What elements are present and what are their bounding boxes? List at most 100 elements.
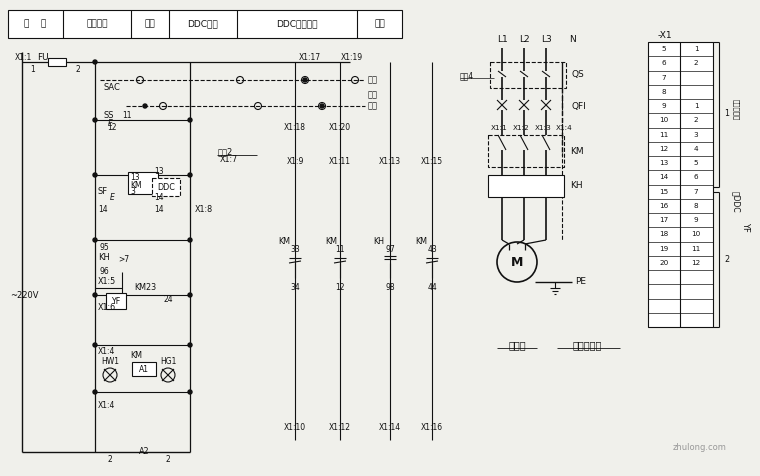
Text: 7: 7 [694,188,698,195]
Text: 至风机电源: 至风机电源 [733,99,739,120]
Text: 停止: 停止 [368,90,378,99]
Text: 手动控制: 手动控制 [86,20,108,29]
Text: X1:5: X1:5 [98,278,116,287]
Text: KH: KH [570,181,583,190]
Text: 12: 12 [692,260,701,266]
Text: 14: 14 [98,206,108,215]
Text: KM23: KM23 [134,284,156,292]
Text: 11: 11 [660,132,669,138]
Text: X1:15: X1:15 [421,158,443,167]
Text: 10: 10 [692,231,701,238]
Text: 13: 13 [154,168,163,177]
Text: 2: 2 [166,456,170,465]
Text: SAC: SAC [104,83,121,92]
Text: 34: 34 [290,284,300,292]
Text: 3: 3 [130,188,135,197]
Text: 5: 5 [662,46,667,52]
Text: 1: 1 [694,103,698,109]
Text: QS: QS [572,70,584,79]
Text: 外部接线图: 外部接线图 [572,340,602,350]
Text: 13: 13 [660,160,669,166]
Text: PE: PE [575,278,586,287]
Circle shape [93,173,97,177]
Text: X1:1: X1:1 [491,125,508,131]
Text: SF: SF [98,188,108,197]
Circle shape [188,173,192,177]
Text: X1:7: X1:7 [220,156,238,165]
Text: DDC控制: DDC控制 [188,20,218,29]
Text: 44: 44 [427,284,437,292]
Circle shape [93,118,97,122]
Text: KH: KH [98,254,110,262]
Text: X1:20: X1:20 [329,123,351,132]
Text: 11: 11 [335,246,345,255]
Circle shape [188,238,192,242]
Circle shape [143,104,147,108]
Text: 14: 14 [154,194,163,202]
Circle shape [188,118,192,122]
Text: 4: 4 [694,146,698,152]
Text: 19: 19 [660,246,669,252]
Text: 12: 12 [660,146,669,152]
Bar [106,293,126,309]
Text: 电    源: 电 源 [24,20,46,29]
Bar [8,10,402,38]
Text: 信号: 信号 [144,20,155,29]
Text: X1:4: X1:4 [98,400,116,409]
Bar [490,62,566,88]
Text: L3: L3 [540,36,551,44]
Text: DDC返回信号: DDC返回信号 [276,20,318,29]
Text: 11: 11 [692,246,701,252]
Text: 2: 2 [76,66,81,75]
Text: 12: 12 [335,284,345,292]
Circle shape [303,78,307,82]
Text: HG1: HG1 [160,357,176,367]
Text: HW1: HW1 [101,357,119,367]
Text: 13: 13 [130,173,140,182]
Text: 17: 17 [660,217,669,223]
Text: 1: 1 [30,66,36,75]
Bar [128,172,158,194]
Text: 11: 11 [122,111,131,120]
Text: QFI: QFI [572,101,587,110]
Text: L2: L2 [518,36,529,44]
Text: KH: KH [373,238,384,247]
Text: 15: 15 [660,188,669,195]
Bar [48,58,66,66]
Text: 95: 95 [100,244,109,252]
Text: X1:8: X1:8 [195,206,213,215]
Text: 8: 8 [694,203,698,209]
Circle shape [93,390,97,394]
Text: 9: 9 [694,217,698,223]
Text: X1:13: X1:13 [379,158,401,167]
Text: 24: 24 [163,296,173,305]
Circle shape [188,390,192,394]
Text: 97: 97 [385,246,395,255]
Circle shape [93,238,97,242]
Text: X1:2: X1:2 [513,125,530,131]
Text: X1:6: X1:6 [98,304,116,313]
Text: 6: 6 [694,174,698,180]
Text: 见注2: 见注2 [218,148,233,157]
Text: 8: 8 [662,89,667,95]
Text: SS: SS [104,111,115,120]
Text: 18: 18 [660,231,669,238]
Text: 14: 14 [154,206,163,215]
Text: X1:19: X1:19 [341,52,363,61]
Text: X1:12: X1:12 [329,424,351,433]
Text: A2: A2 [138,447,149,456]
Circle shape [93,293,97,297]
Text: KM: KM [130,180,141,189]
Text: 7: 7 [662,75,667,80]
Text: >7: >7 [118,256,129,265]
Text: 6: 6 [662,60,667,66]
Text: YF: YF [112,297,121,306]
Text: 2: 2 [694,118,698,123]
Text: 见注4: 见注4 [460,71,474,80]
Circle shape [188,293,192,297]
Text: X1:3: X1:3 [534,125,551,131]
Bar [152,178,180,196]
Text: X1:11: X1:11 [329,158,351,167]
Text: 至DDC: 至DDC [731,191,740,213]
Text: 33: 33 [290,246,300,255]
